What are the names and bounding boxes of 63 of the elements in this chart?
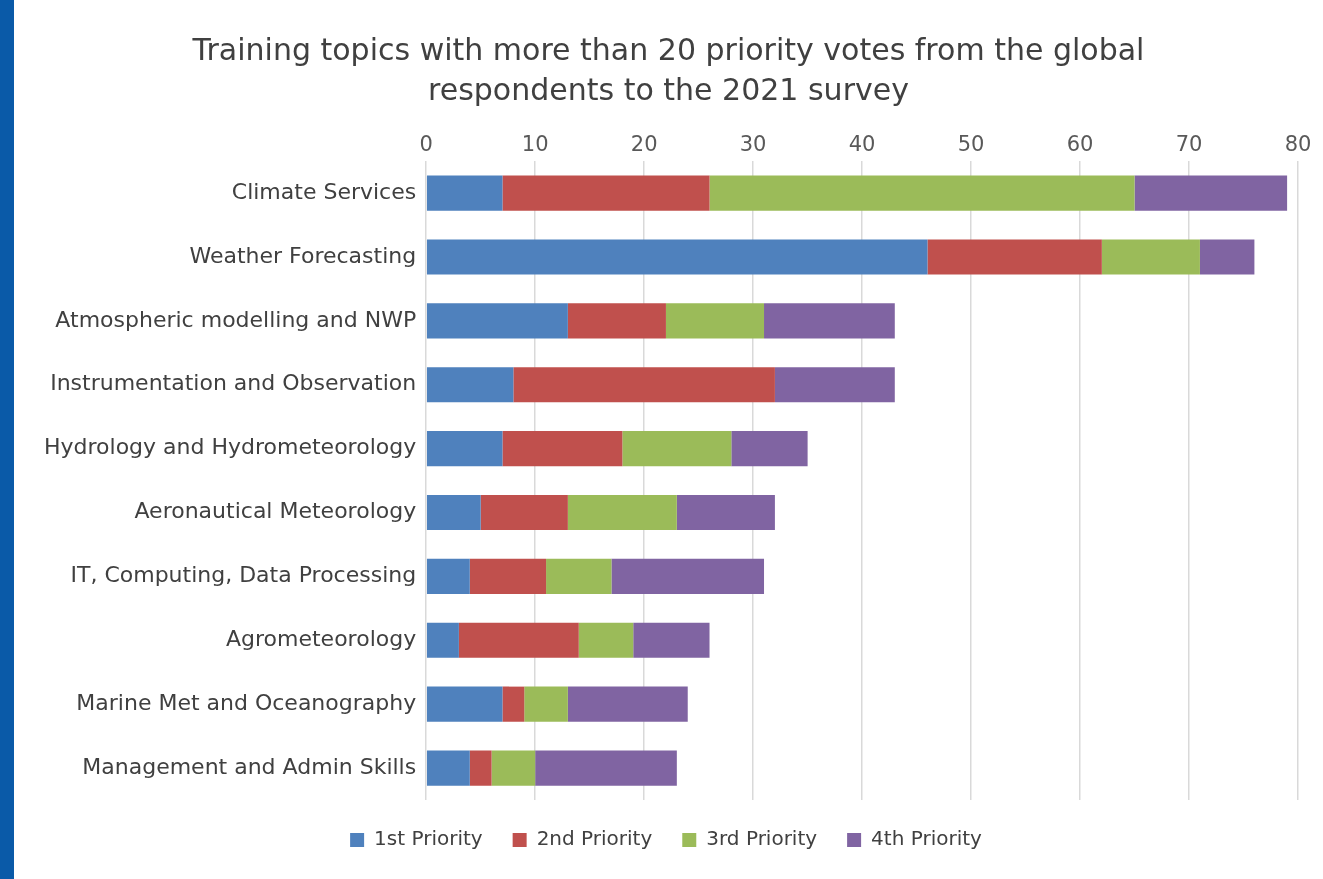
x-tick-label: 10: [521, 132, 549, 157]
bar: [524, 686, 568, 722]
bar: [633, 622, 710, 658]
bar: [676, 494, 775, 531]
bar: [1199, 239, 1255, 275]
bar: [469, 558, 547, 594]
x-tick-label: 20: [630, 132, 658, 157]
bar: [567, 494, 677, 531]
bar: [426, 494, 481, 531]
legend-label: 4th Priority: [871, 826, 983, 851]
legend-label: 3rd Priority: [706, 826, 818, 851]
y-tick-label: Climate Services: [231, 178, 417, 204]
bar: [426, 239, 928, 275]
y-tick-label: Instrumentation and Observation: [50, 370, 417, 396]
bar: [469, 750, 492, 786]
bar: [502, 686, 525, 722]
bar: [426, 558, 470, 594]
bar: [1101, 239, 1200, 275]
x-tick-label: 40: [848, 132, 876, 157]
x-tick-label: 80: [1284, 132, 1312, 157]
x-tick-label: 70: [1175, 132, 1203, 157]
x-tick-label: 30: [739, 132, 767, 157]
bar: [502, 175, 710, 211]
bar: [567, 303, 666, 339]
y-tick-label: Weather Forecasting: [189, 242, 417, 268]
bar: [458, 622, 579, 658]
bar: [709, 175, 1135, 211]
y-tick-label: IT, Computing, Data Processing: [70, 562, 417, 588]
legend-label: 2nd Priority: [536, 826, 653, 851]
y-tick-label: Management and Admin Skills: [82, 753, 417, 779]
legend-label: 1st Priority: [374, 826, 483, 851]
chart-title: Training topics with more than 20 priority votes from the global respondents to the 2021 survey: [191, 31, 1146, 109]
y-tick-label: Hydrology and Hydrometeorology: [43, 434, 417, 460]
bar: [426, 686, 503, 722]
bar: [731, 431, 808, 467]
bar: [546, 558, 612, 594]
bar: [426, 622, 459, 658]
y-tick-label: Marine Met and Oceanography: [76, 689, 417, 715]
x-tick-label: 0: [419, 132, 433, 157]
bar: [665, 303, 765, 339]
bar: [622, 431, 732, 467]
bar: [774, 367, 895, 403]
bar: [491, 750, 536, 786]
bar: [502, 431, 623, 467]
bar: [426, 175, 503, 211]
bar: [426, 750, 470, 786]
bar: [426, 303, 568, 339]
bar: [1134, 175, 1288, 211]
bar: [513, 367, 775, 403]
bar: [764, 303, 895, 339]
x-tick-label: 50: [957, 132, 985, 157]
bar: [578, 622, 634, 658]
bar: [426, 431, 503, 467]
bar: [480, 494, 568, 531]
bar: [535, 750, 677, 786]
y-tick-label: Aeronautical Meteorology: [134, 498, 417, 524]
bar: [426, 367, 514, 403]
bar: [611, 558, 765, 594]
bar: [927, 239, 1102, 275]
y-tick-label: Atmospheric modelling and NWP: [55, 306, 417, 332]
x-tick-label: 60: [1066, 132, 1094, 157]
y-tick-label: Agrometeorology: [225, 626, 417, 652]
bar: [567, 686, 688, 722]
